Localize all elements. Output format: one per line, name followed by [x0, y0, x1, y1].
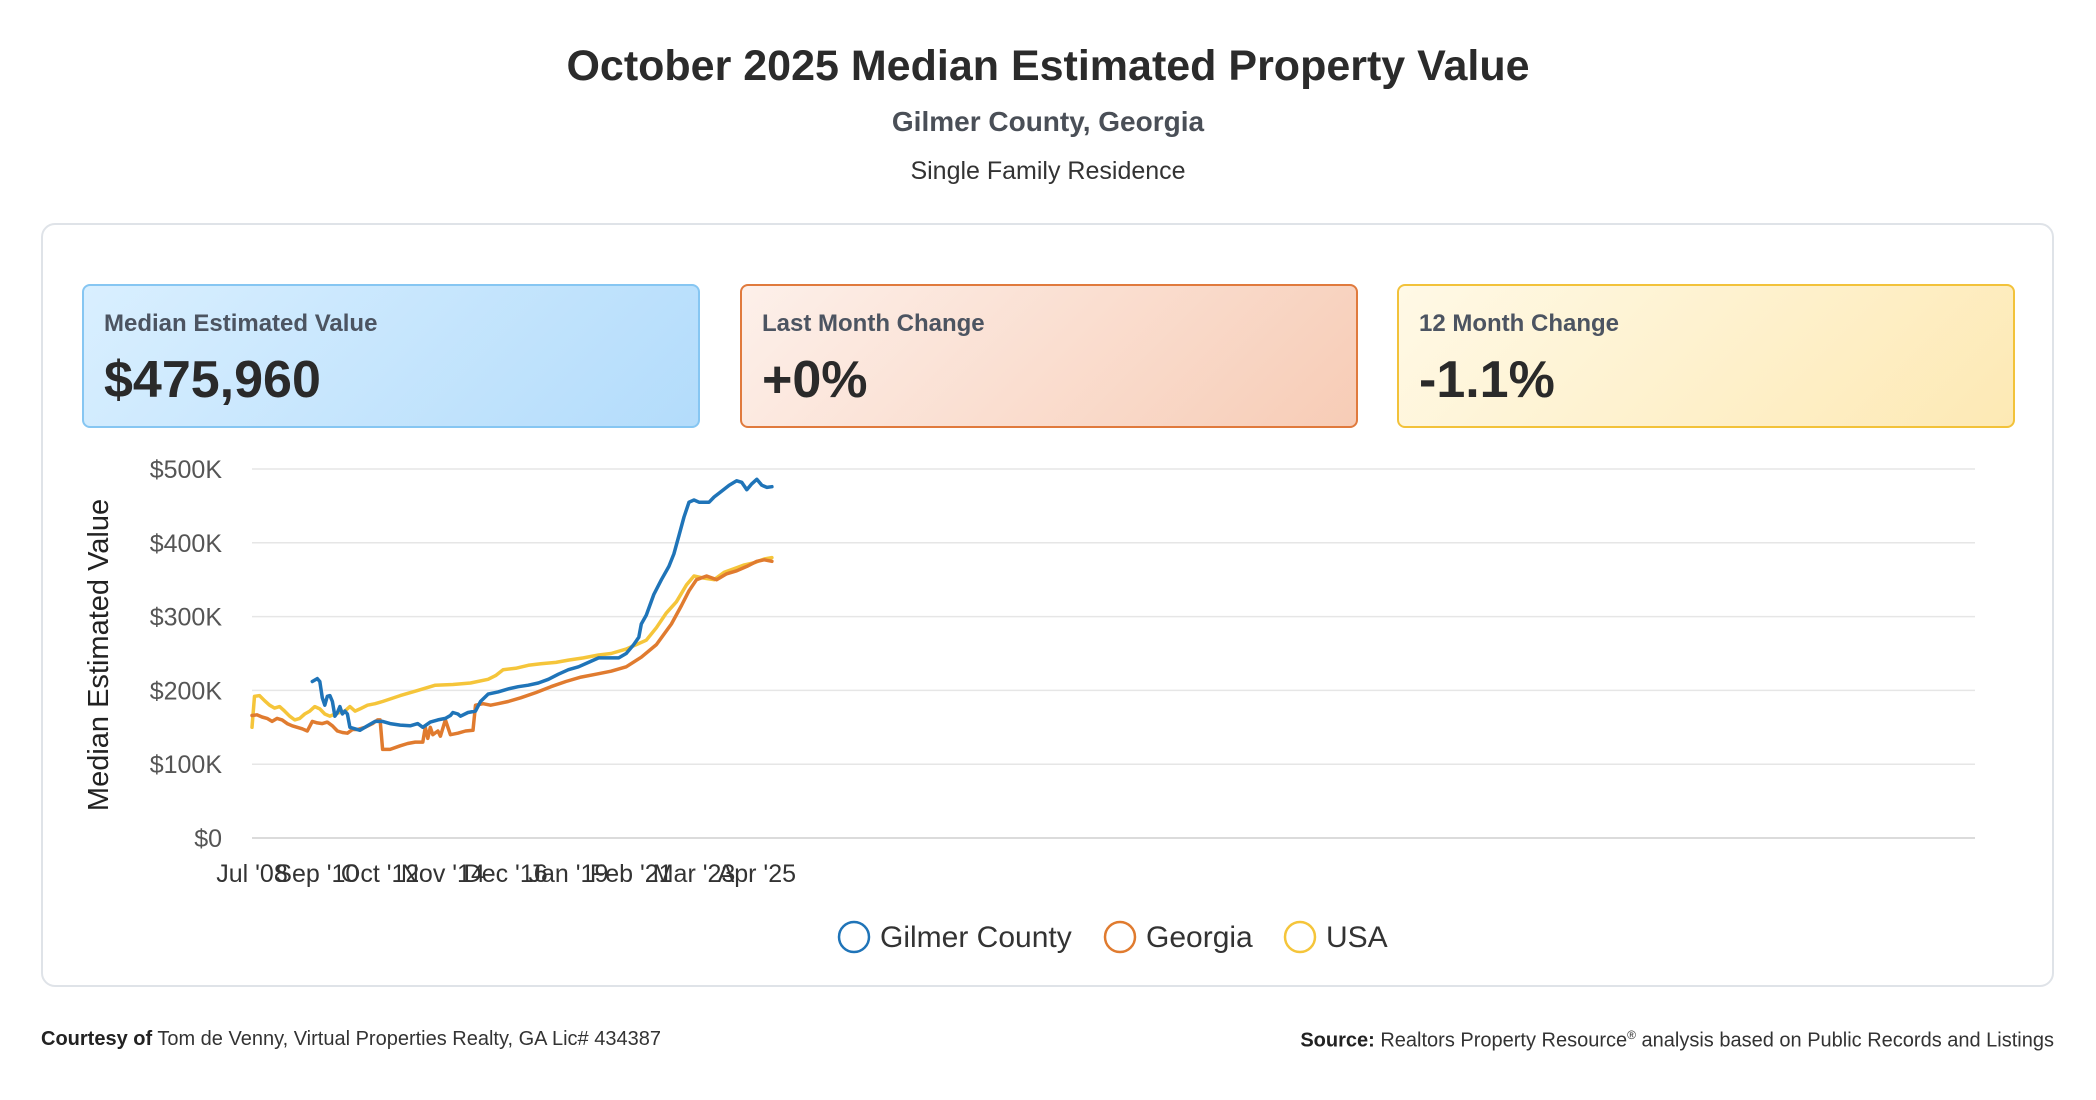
location-subtitle: Gilmer County, Georgia	[891, 106, 1205, 137]
x-tick-label: Nov '14	[401, 860, 485, 888]
legend-label: Gilmer County	[880, 921, 1072, 954]
series-lines	[250, 477, 774, 752]
x-tick-label: Mar '23	[653, 860, 736, 888]
x-tick-label: Jan '19	[529, 860, 609, 888]
median-value: $475,960	[104, 351, 321, 409]
y-tick-label: $400K	[150, 530, 223, 558]
y-tick-label: $100K	[150, 751, 223, 779]
legend: Gilmer County Georgia USA	[837, 920, 1388, 954]
courtesy-note: Courtesy of Tom de Venny, Virtual Proper…	[41, 1028, 661, 1051]
source-text-rest: analysis based on Public Records and Lis…	[1641, 1029, 2054, 1052]
legend-label: USA	[1326, 921, 1388, 954]
y-tick-label: $200K	[150, 677, 223, 705]
last-month-change-card: Last Month Change +0%	[740, 284, 1358, 428]
y-tick-label: $0	[194, 825, 222, 853]
last-month-change-value: +0%	[762, 351, 868, 409]
x-tick-label: Jul '08	[216, 860, 287, 888]
legend-marker-icon	[837, 920, 871, 954]
page-title: October 2025 Median Estimated Property V…	[566, 42, 1530, 90]
courtesy-label: Courtesy of	[41, 1028, 153, 1050]
y-tick-label: $300K	[150, 604, 223, 632]
chart-panel	[41, 223, 2054, 987]
legend-label: Georgia	[1146, 921, 1253, 954]
y-tick-labels: $0 $100K $200K $300K $400K $500K	[150, 456, 223, 853]
y-tick-label: $500K	[150, 456, 223, 484]
twelve-month-change-card: 12 Month Change -1.1%	[1397, 284, 2015, 428]
legend-marker-icon	[1103, 920, 1137, 954]
y-axis-label: Median Estimated Value	[83, 499, 115, 811]
twelve-month-change-label: 12 Month Change	[1419, 310, 1620, 337]
series-line-gilmer-county	[310, 477, 774, 733]
series-line-georgia	[250, 558, 774, 752]
courtesy-text: Tom de Venny, Virtual Properties Realty,…	[157, 1028, 661, 1050]
series-line-usa	[250, 555, 774, 730]
x-tick-label: Apr '25	[718, 860, 796, 888]
median-value-card: Median Estimated Value $475,960	[82, 284, 700, 428]
last-month-change-label: Last Month Change	[762, 310, 985, 337]
grid-lines	[252, 468, 1975, 839]
x-tick-label: Feb '21	[590, 860, 673, 888]
median-value-label: Median Estimated Value	[104, 310, 378, 337]
source-note: Source: Realtors Property Resource® anal…	[1300, 1028, 2054, 1053]
source-label: Source:	[1300, 1029, 1375, 1052]
x-tick-label: Dec '16	[464, 860, 548, 888]
twelve-month-change-value: -1.1%	[1419, 351, 1555, 409]
x-tick-label: Sep '10	[275, 860, 359, 888]
registered-mark: ®	[1627, 1028, 1636, 1042]
property-type-subtitle: Single Family Residence	[910, 157, 1186, 185]
source-text: Realtors Property Resource	[1380, 1029, 1628, 1052]
x-tick-label: Oct '12	[341, 860, 419, 888]
legend-marker-icon	[1283, 920, 1317, 954]
